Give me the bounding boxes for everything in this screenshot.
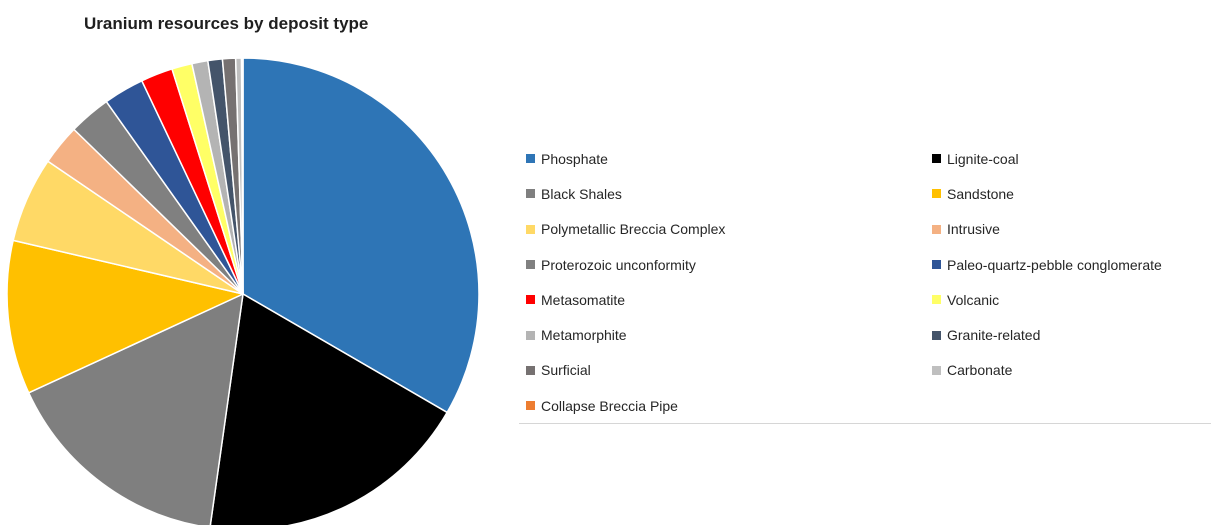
legend-label: Surficial <box>541 362 591 379</box>
legend-label: Volcanic <box>947 291 1000 308</box>
legend-label: Paleo-quartz-pebble conglomerate <box>947 256 1162 273</box>
legend-swatch <box>932 295 941 305</box>
legend-item-surficial: Surficial <box>526 353 932 388</box>
legend-swatch <box>526 189 535 199</box>
legend-label: Lignite-coal <box>947 150 1019 167</box>
legend-label: Intrusive <box>947 221 1000 238</box>
legend-item-granite-related: Granite-related <box>932 317 1212 352</box>
legend-label: Granite-related <box>947 327 1041 344</box>
legend-item-sandstone: Sandstone <box>932 176 1212 211</box>
legend-item-phosphate: Phosphate <box>526 141 932 176</box>
legend-label: Sandstone <box>947 185 1014 202</box>
legend-item-metamorphite: Metamorphite <box>526 317 932 352</box>
legend-swatch <box>526 295 535 305</box>
legend-swatch <box>526 330 535 340</box>
legend-swatch <box>932 189 941 199</box>
legend-swatch <box>526 154 535 164</box>
legend-item-black-shales: Black Shales <box>526 176 932 211</box>
pie-slice-collapse-breccia-pipe <box>240 57 244 295</box>
legend-label: Metamorphite <box>541 327 627 344</box>
legend-label: Carbonate <box>947 362 1013 379</box>
pie-slice-lignite-coal <box>209 293 448 525</box>
legend-item-proterozoic-unconformity: Proterozoic unconformity <box>526 247 932 282</box>
legend-swatch <box>932 154 941 164</box>
legend-divider <box>519 423 1211 424</box>
legend-swatch <box>932 224 941 234</box>
legend-label: Phosphate <box>541 150 608 167</box>
legend-item-metasomatite: Metasomatite <box>526 282 932 317</box>
legend-item-paleo-quartz-pebble-conglomerate: Paleo-quartz-pebble conglomerate <box>932 247 1212 282</box>
legend-swatch <box>526 260 535 270</box>
legend-item-collapse-breccia-pipe: Collapse Breccia Pipe <box>526 388 932 423</box>
legend-label: Collapse Breccia Pipe <box>541 397 678 414</box>
legend-item-polymetallic-breccia-complex: Polymetallic Breccia Complex <box>526 212 932 247</box>
legend-label: Polymetallic Breccia Complex <box>541 221 726 238</box>
legend-swatch <box>526 401 535 411</box>
legend-item-intrusive: Intrusive <box>932 212 1212 247</box>
pie-chart <box>6 57 480 525</box>
legend-item-carbonate: Carbonate <box>932 353 1212 388</box>
legend-label: Proterozoic unconformity <box>541 256 696 273</box>
pie-slice-sandstone <box>6 239 244 394</box>
legend-swatch <box>932 365 941 375</box>
pie-slice-black-shales <box>27 293 244 525</box>
legend-item-lignite-coal: Lignite-coal <box>932 141 1212 176</box>
legend-swatch <box>932 330 941 340</box>
legend-label: Metasomatite <box>541 291 626 308</box>
pie-slice-phosphate <box>242 57 480 414</box>
legend-label: Black Shales <box>541 185 622 202</box>
legend-item-volcanic: Volcanic <box>932 282 1212 317</box>
legend-swatch <box>526 365 535 375</box>
legend-swatch <box>526 224 535 234</box>
legend-swatch <box>932 260 941 270</box>
chart-title: Uranium resources by deposit type <box>84 14 369 33</box>
chart-legend: Phosphate Lignite-coal Black Shales Sandsto… <box>526 141 1214 423</box>
